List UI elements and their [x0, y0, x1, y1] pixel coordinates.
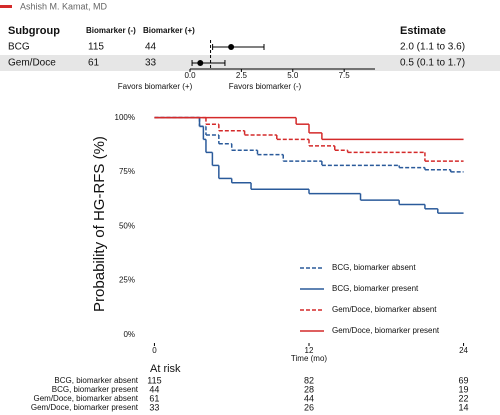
at-risk-count: 115	[147, 375, 161, 385]
col-header: Subgroup	[8, 25, 60, 37]
at-risk-count: 28	[304, 384, 314, 394]
at-risk-count: 22	[459, 393, 469, 403]
legend-label: Gem/Doce, biomarker absent	[332, 305, 437, 314]
x-tick-label: 5.0	[287, 71, 299, 80]
row-label: Gem/Doce	[8, 58, 56, 69]
legend-label: BCG, biomarker present	[332, 284, 419, 293]
col-header: Biomarker (+)	[143, 26, 195, 35]
x-tick-label: 0.0	[184, 71, 196, 80]
row-label: BCG	[8, 42, 30, 53]
y-tick-label: 25%	[119, 276, 135, 285]
count: 115	[88, 42, 104, 53]
estimate-label: 2.0 (1.1 to 3.6)	[400, 42, 465, 53]
at-risk-count: 61	[149, 393, 159, 403]
x-tick-label: 24	[459, 346, 468, 355]
at-risk-count: 33	[149, 402, 159, 412]
y-tick-label: 50%	[119, 221, 135, 230]
at-risk-count: 44	[304, 393, 314, 403]
x-tick-label: 0	[152, 346, 157, 355]
at-risk-label: Gem/Doce, biomarker absent	[34, 394, 139, 403]
x-tick-label: 12	[305, 346, 314, 355]
at-risk-count: 26	[304, 402, 314, 412]
x-tick-label: 2.5	[236, 71, 248, 80]
at-risk-count: 69	[459, 375, 469, 385]
y-tick-label: 75%	[119, 167, 135, 176]
at-risk-label: BCG, biomarker absent	[54, 376, 138, 385]
y-axis-title: Probability of HG-RFS (%)	[91, 136, 108, 312]
count: 33	[145, 58, 157, 69]
count: 44	[145, 42, 157, 53]
y-tick-label: 0%	[123, 330, 135, 339]
at-risk-label: Gem/Doce, biomarker present	[31, 403, 139, 412]
estimate-label: 0.5 (0.1 to 1.7)	[400, 58, 465, 69]
legend-label: Gem/Doce, biomarker present	[332, 326, 440, 335]
count: 61	[88, 58, 100, 69]
accent-bar	[0, 5, 12, 8]
author: Ashish M. Kamat, MD	[20, 1, 108, 11]
at-risk-title: At risk	[150, 363, 181, 375]
col-header: Biomarker (-)	[86, 26, 136, 35]
favors-left: Favors biomarker (+)	[118, 82, 193, 91]
legend-label: BCG, biomarker absent	[332, 263, 416, 272]
at-risk-count: 19	[459, 384, 469, 394]
estimate-point	[197, 60, 204, 66]
row-shade	[0, 55, 500, 71]
y-tick-label: 100%	[115, 113, 135, 122]
at-risk-label: BCG, biomarker present	[52, 385, 139, 394]
x-axis-title: Time (mo)	[291, 354, 327, 363]
estimate-point	[228, 44, 235, 50]
x-tick-label: 7.5	[339, 71, 351, 80]
favors-right: Favors biomarker (-)	[229, 82, 302, 91]
col-header: Estimate	[400, 25, 446, 37]
at-risk-count: 44	[149, 384, 159, 394]
at-risk-count: 14	[459, 402, 469, 412]
at-risk-count: 82	[304, 375, 314, 385]
